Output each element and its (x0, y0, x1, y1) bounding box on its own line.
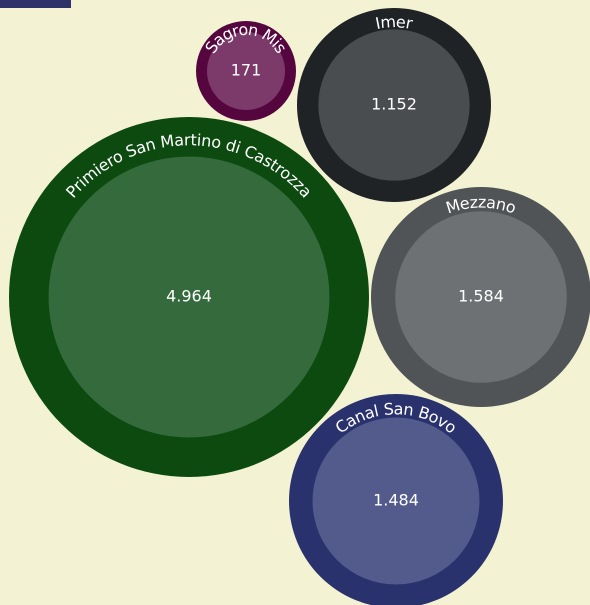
bubble-value-label: 171 (231, 61, 262, 80)
bubble-value-label: 4.964 (166, 287, 212, 306)
bubble-name-label: Imer (374, 12, 415, 33)
corner-tab (0, 0, 71, 8)
bubble-fill-imer (318, 29, 470, 181)
bubble-value-label: 1.584 (458, 287, 504, 306)
bubble-fill-mezzano (395, 211, 567, 383)
bubble-value-label: 1.152 (371, 95, 417, 114)
bubble-fill-sagron-mis (207, 32, 285, 110)
bubble-value-label: 1.484 (373, 491, 419, 510)
bubble-fill-primiero-san-martino-di-castrozza (48, 156, 330, 438)
bubble-imer: Imer 1.152 (297, 8, 491, 202)
bubble-fill-canal-san-bovo (312, 417, 480, 585)
